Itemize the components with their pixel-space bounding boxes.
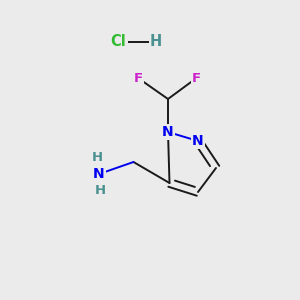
Text: F: F [134,71,142,85]
Text: Cl: Cl [111,34,126,50]
Text: N: N [93,167,105,181]
Text: N: N [162,125,174,139]
Text: N: N [192,134,204,148]
Text: H: H [92,151,103,164]
Text: F: F [192,71,201,85]
Text: H: H [95,184,106,197]
Text: H: H [150,34,162,50]
